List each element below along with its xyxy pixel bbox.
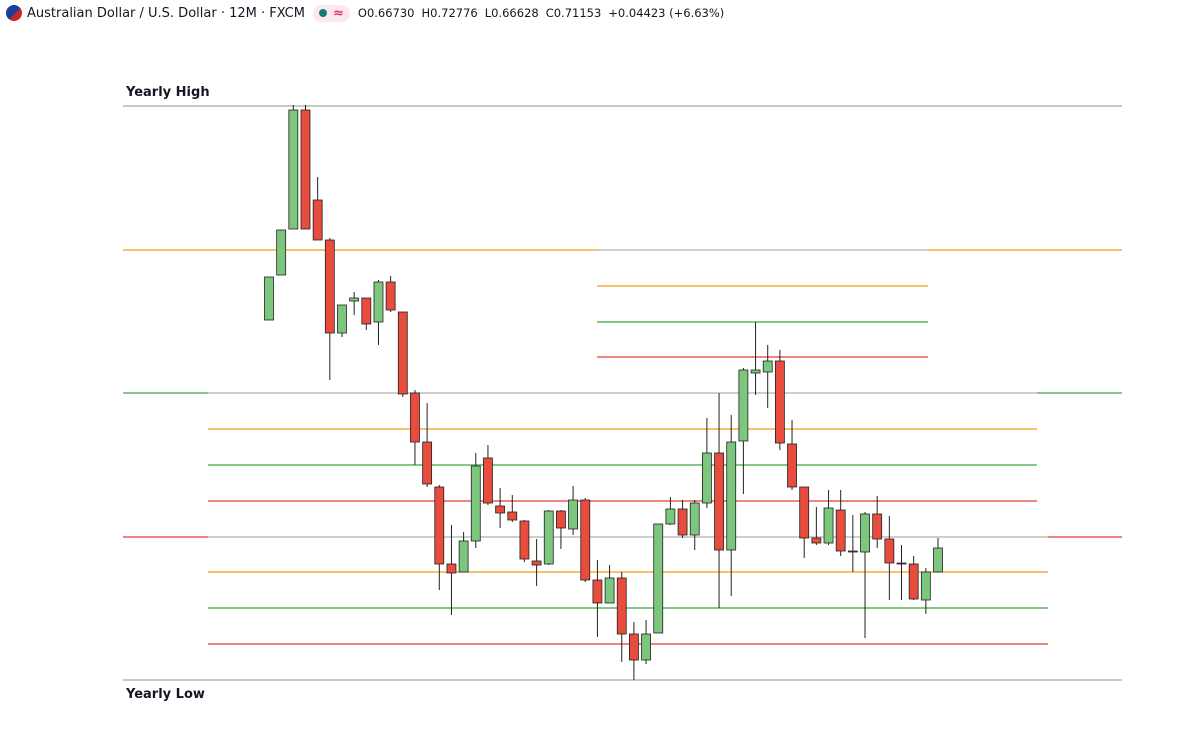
candle-body	[312, 199, 323, 241]
candle-body	[641, 633, 651, 661]
candle-body	[847, 550, 858, 553]
candle-body	[264, 276, 274, 321]
candle-body	[896, 562, 907, 565]
candle-body	[738, 369, 749, 442]
candle-body	[385, 281, 396, 311]
level-label: Yearly High	[125, 85, 210, 100]
candle-body	[616, 577, 627, 635]
candle-body	[483, 457, 493, 504]
candle-body	[337, 304, 347, 334]
candle-body	[629, 633, 639, 661]
candle-body	[714, 452, 724, 551]
ohlc-value: 0.66730	[366, 5, 415, 20]
ohlc-item: C0.71153	[546, 6, 602, 20]
flag-icon	[6, 5, 22, 21]
candle-body	[860, 513, 870, 553]
change: +0.04423 (+6.63%)	[608, 6, 725, 20]
ohlc-key: O	[357, 5, 367, 20]
candle-body	[361, 297, 372, 325]
candle-body	[300, 109, 311, 230]
ohlc-item: O0.66730	[358, 6, 415, 20]
candle-body	[531, 560, 542, 566]
candle-body	[933, 547, 943, 573]
ohlc-values: O0.66730 H0.72776 L0.66628 C0.71153	[358, 6, 608, 21]
candle-body	[422, 441, 433, 485]
candle-body	[908, 563, 919, 600]
ohlc-key: H	[421, 5, 431, 20]
candle-body	[604, 577, 615, 604]
level-label: Yearly Low	[125, 687, 205, 702]
symbol-header: Australian Dollar / U.S. Dollar · 12M · …	[6, 4, 724, 22]
candle-body	[397, 311, 408, 395]
candle-body	[799, 486, 810, 539]
candle-body	[835, 509, 846, 552]
candle-body	[458, 540, 469, 573]
candle-body	[276, 229, 287, 276]
candle-body	[592, 579, 603, 604]
ohlc-value: 0.66628	[491, 5, 539, 20]
status-badge[interactable]: ≈	[312, 4, 350, 22]
candle-body	[568, 499, 578, 530]
candle-body	[434, 486, 445, 565]
candle-body	[884, 538, 895, 564]
ohlc-item: H0.72776	[422, 6, 478, 20]
candle-body	[446, 563, 457, 574]
candle-body	[665, 508, 676, 525]
candle-body	[470, 465, 481, 542]
candle-body	[920, 571, 931, 601]
candle-body	[872, 513, 883, 540]
candle-body	[653, 523, 664, 634]
ohlc-key: L	[484, 5, 492, 20]
candle-body	[495, 505, 506, 514]
symbol-title[interactable]: Australian Dollar / U.S. Dollar · 12M · …	[27, 5, 305, 21]
candle-body	[811, 537, 822, 544]
candle-body	[677, 508, 688, 536]
candle-body	[580, 499, 591, 581]
candle-body	[543, 510, 554, 565]
ohlc-value: 0.71153	[553, 5, 602, 20]
ohlc-item: L0.66628	[485, 6, 539, 20]
candle-body	[349, 297, 360, 302]
candle-body	[373, 281, 384, 323]
candle-body	[774, 360, 785, 444]
ohlc-key: C	[545, 5, 554, 20]
candle-body	[556, 510, 566, 529]
candle-body	[726, 441, 737, 551]
candle-body	[324, 239, 335, 334]
candle-body	[288, 109, 299, 230]
candle-body	[750, 369, 761, 374]
delay-icon: ≈	[332, 5, 344, 21]
candle-body	[701, 452, 712, 504]
candle-body	[762, 360, 773, 373]
candle-body	[519, 520, 530, 560]
candle-body	[507, 511, 518, 521]
ohlc-value: 0.72776	[430, 5, 478, 20]
status-dot	[318, 9, 327, 17]
candle-body	[823, 507, 834, 544]
candle-body	[689, 502, 700, 536]
candle-body	[787, 443, 797, 488]
candle-body	[410, 392, 420, 443]
